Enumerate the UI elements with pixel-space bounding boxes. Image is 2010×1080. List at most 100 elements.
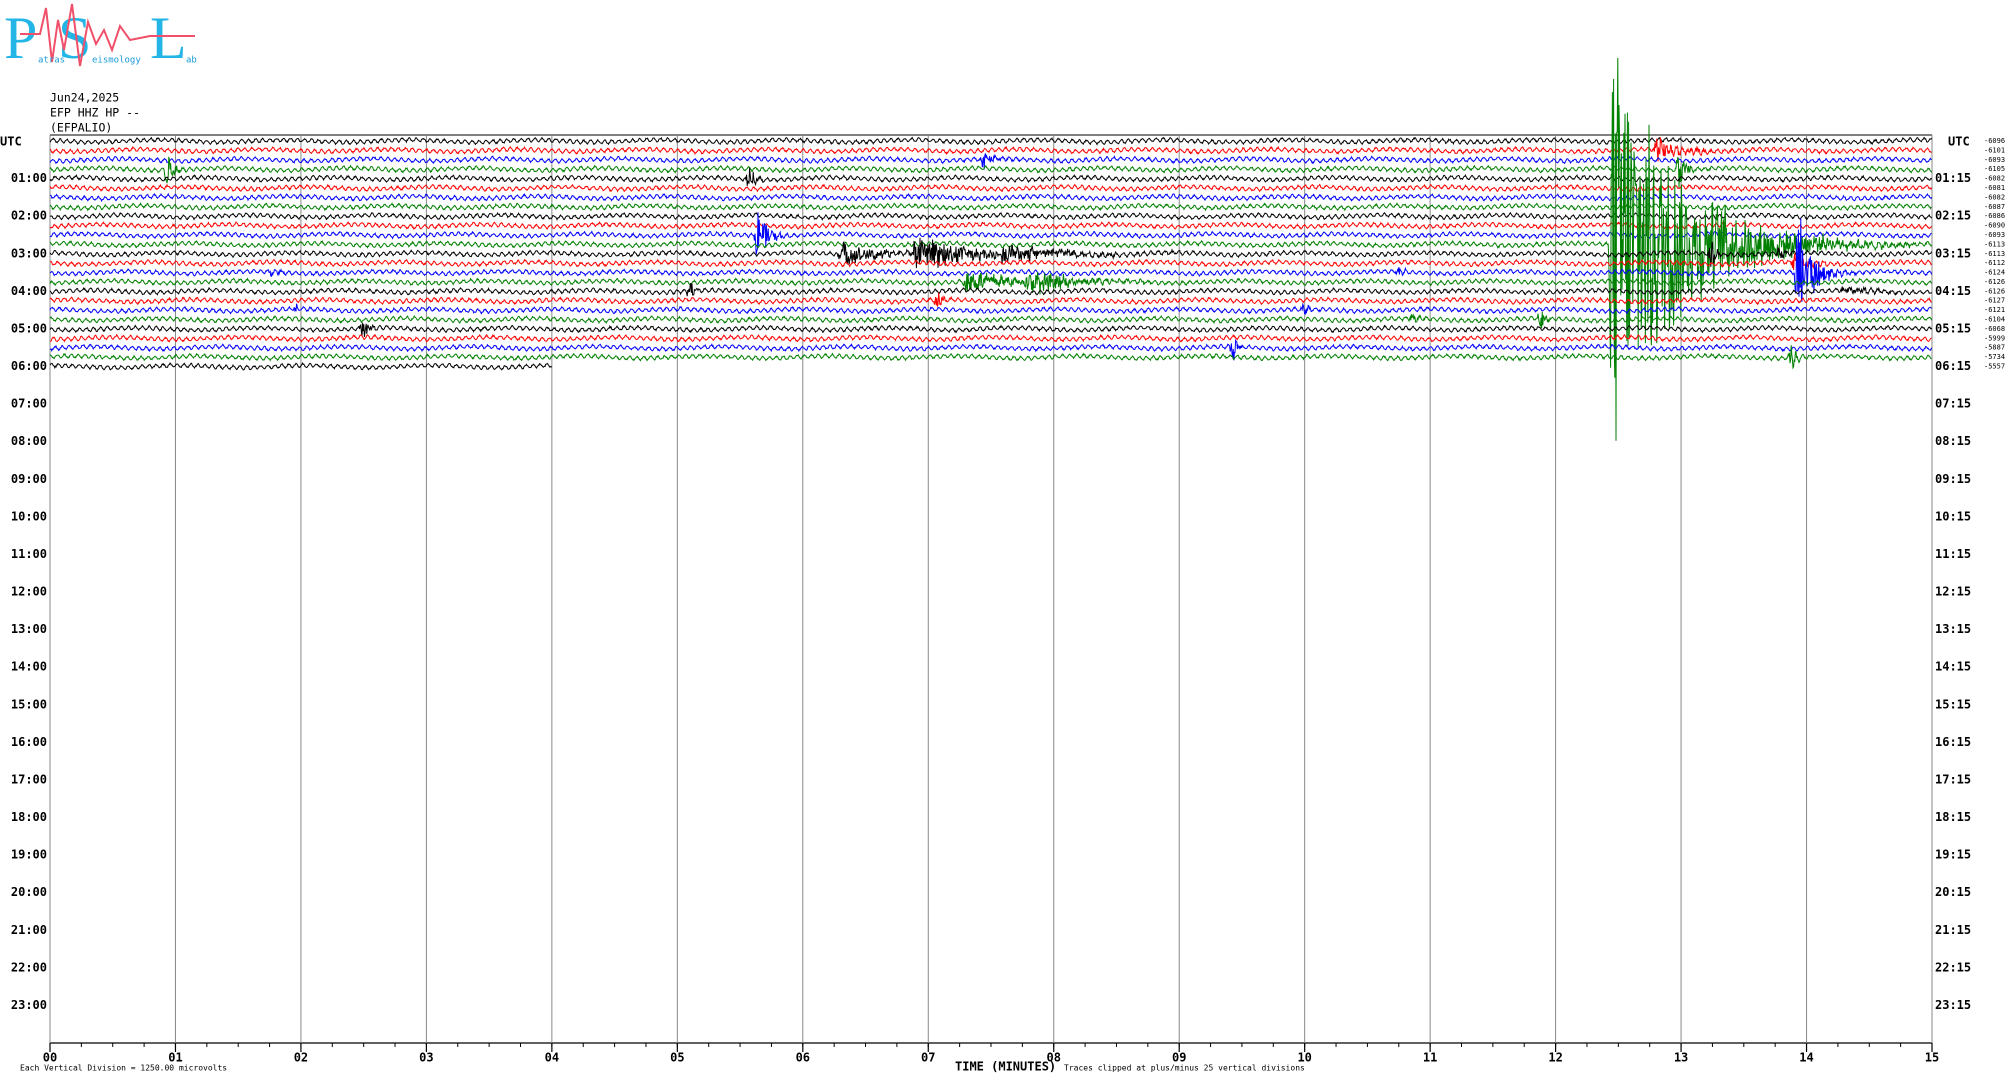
trace bbox=[49, 201, 1932, 212]
trace bbox=[49, 282, 1932, 297]
trace bbox=[50, 253, 1932, 271]
y-tick-label: 19:00 bbox=[11, 848, 47, 862]
y2-tick-label: 05:15 bbox=[1935, 321, 1971, 335]
trace-offset: -5734 bbox=[1984, 353, 2005, 361]
trace-offset: -6113 bbox=[1984, 240, 2005, 248]
trace-offset: -6087 bbox=[1984, 203, 2005, 211]
y-tick-label: 10:00 bbox=[11, 509, 47, 523]
y2-tick-label: 15:15 bbox=[1935, 697, 1971, 711]
x-tick-label: 08 bbox=[1047, 1051, 1061, 1065]
trace bbox=[49, 272, 1932, 295]
y2-tick-label: 04:15 bbox=[1935, 284, 1971, 298]
trace-offset: -6086 bbox=[1984, 212, 2005, 220]
x-tick-label: 04 bbox=[545, 1051, 559, 1065]
trace-offset: -6113 bbox=[1984, 250, 2005, 258]
trace-offset: -6068 bbox=[1984, 325, 2005, 333]
trace-offset: -6096 bbox=[1984, 137, 2005, 145]
trace-offset: -6090 bbox=[1984, 222, 2005, 230]
trace-offset: -5999 bbox=[1984, 334, 2005, 342]
trace bbox=[49, 237, 1933, 269]
y-tick-label: 02:00 bbox=[11, 209, 47, 223]
date: Jun24,2025 bbox=[50, 91, 119, 105]
x-axis-label: TIME (MINUTES) bbox=[955, 1060, 1056, 1074]
y2-tick-label: 02:15 bbox=[1935, 209, 1971, 223]
y-tick-label: 22:00 bbox=[11, 960, 47, 974]
y2-tick-label: 16:15 bbox=[1935, 735, 1971, 749]
y-tick-label: 14:00 bbox=[11, 660, 47, 674]
logo-letter: L bbox=[150, 5, 187, 71]
x-tick-label: 11 bbox=[1423, 1051, 1437, 1065]
y2-tick-label: 23:15 bbox=[1935, 998, 1971, 1012]
x-tick-label: 10 bbox=[1297, 1051, 1311, 1065]
y2-tick-label: 18:15 bbox=[1935, 810, 1971, 824]
trace bbox=[49, 345, 1932, 370]
y-tick-label: 07:00 bbox=[11, 397, 47, 411]
trace bbox=[49, 292, 1932, 307]
y2-tick-label: 17:15 bbox=[1935, 772, 1971, 786]
x-tick-label: 06 bbox=[796, 1051, 810, 1065]
y-tick-label: 17:00 bbox=[11, 772, 47, 786]
trace bbox=[49, 192, 1933, 203]
trace bbox=[49, 212, 1932, 255]
y2-tick-label: 21:15 bbox=[1935, 923, 1971, 937]
y-tick-label: 18:00 bbox=[11, 810, 47, 824]
y2-tick-label: 01:15 bbox=[1935, 171, 1971, 185]
y2-tick-label: 08:15 bbox=[1935, 434, 1971, 448]
y2-tick-label: 20:15 bbox=[1935, 885, 1971, 899]
station: EFP HHZ HP -- bbox=[50, 106, 140, 120]
x-tick-label: 02 bbox=[294, 1051, 308, 1065]
trace-offset: -6126 bbox=[1984, 278, 2005, 286]
y-tick-label: 13:00 bbox=[11, 622, 47, 636]
site: (EFPALIO) bbox=[50, 121, 112, 135]
trace bbox=[49, 311, 1933, 329]
trace bbox=[49, 218, 1933, 302]
trace-offset: -6105 bbox=[1984, 165, 2005, 173]
x-tick-label: 09 bbox=[1172, 1051, 1186, 1065]
trace bbox=[49, 183, 1933, 193]
y-tick-label: 11:00 bbox=[11, 547, 47, 561]
y-tick-label: 09:00 bbox=[11, 472, 47, 486]
y2-tick-label: 22:15 bbox=[1935, 960, 1971, 974]
y-tick-label: 05:00 bbox=[11, 321, 47, 335]
utc-label: UTC bbox=[0, 135, 22, 149]
trace bbox=[49, 57, 1932, 441]
logo-word: ab bbox=[186, 56, 197, 66]
trace-offset: -6082 bbox=[1984, 175, 2005, 183]
logo-letter: P bbox=[4, 5, 37, 71]
trace bbox=[49, 211, 1933, 221]
trace-offset: -6093 bbox=[1984, 231, 2005, 239]
y-tick-label: 12:00 bbox=[11, 585, 47, 599]
trace-offset: -6081 bbox=[1984, 184, 2005, 192]
y2-tick-label: 06:15 bbox=[1935, 359, 1971, 373]
trace-offset: -6126 bbox=[1984, 287, 2005, 295]
logo-squiggle bbox=[20, 3, 195, 67]
trace-offset: -5887 bbox=[1984, 344, 2005, 352]
trace-offset: -6082 bbox=[1984, 193, 2005, 201]
y-tick-label: 20:00 bbox=[11, 885, 47, 899]
y2-tick-label: 10:15 bbox=[1935, 509, 1971, 523]
logo: P S L atras eismology ab bbox=[4, 3, 197, 71]
utc-label: UTC bbox=[1948, 135, 1970, 149]
x-tick-label: 07 bbox=[921, 1051, 935, 1065]
y-tick-label: 16:00 bbox=[11, 735, 47, 749]
y2-tick-label: 19:15 bbox=[1935, 848, 1971, 862]
trace-offset: -6093 bbox=[1984, 156, 2005, 164]
y-tick-label: 15:00 bbox=[11, 697, 47, 711]
x-tick-label: 00 bbox=[43, 1051, 57, 1065]
trace-offset: -6104 bbox=[1984, 316, 2005, 324]
x-tick-label: 13 bbox=[1674, 1051, 1688, 1065]
y-tick-label: 21:00 bbox=[11, 923, 47, 937]
scale-note: Each Vertical Division = 1250.00 microvo… bbox=[20, 1064, 227, 1073]
trace-offset: -6121 bbox=[1984, 306, 2005, 314]
y-tick-label: 04:00 bbox=[11, 284, 47, 298]
trace bbox=[49, 338, 1933, 361]
logo-word: atras bbox=[38, 56, 65, 66]
trace-offset: -6101 bbox=[1984, 146, 2005, 154]
trace bbox=[49, 362, 552, 371]
x-tick-label: 03 bbox=[419, 1051, 433, 1065]
trace bbox=[49, 302, 1932, 316]
trace-offset: -6127 bbox=[1984, 297, 2005, 305]
y2-tick-label: 13:15 bbox=[1935, 622, 1971, 636]
